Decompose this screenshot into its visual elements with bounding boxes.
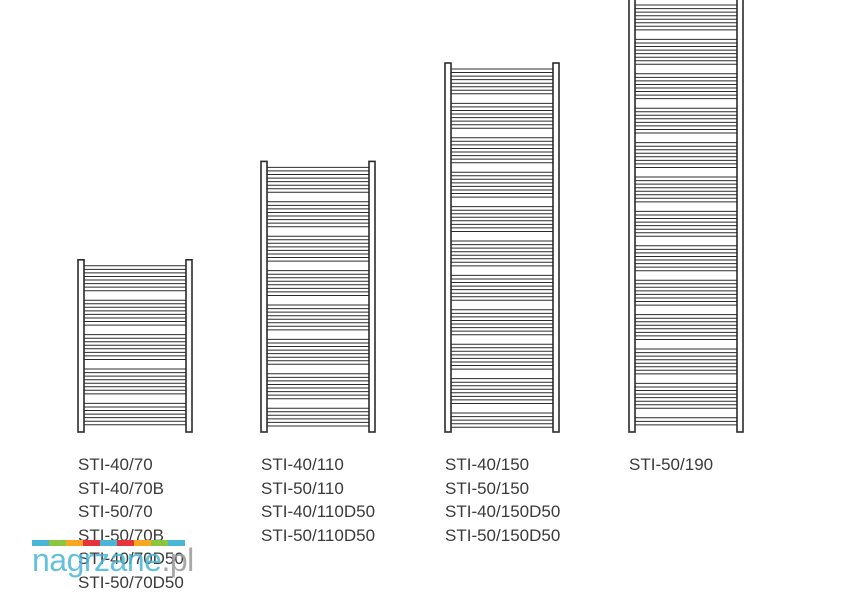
left-post xyxy=(628,0,636,433)
radiator-sti-150 xyxy=(444,62,560,433)
model-label: STI-50/110D50 xyxy=(261,525,376,545)
logo-stripe xyxy=(134,540,151,546)
model-label: STI-50/70 xyxy=(78,502,153,521)
model-label: STI-50/190 xyxy=(629,455,714,474)
left-post xyxy=(260,160,268,433)
right-post xyxy=(368,160,376,433)
logo-text: nagrzane.pl xyxy=(32,542,194,579)
model-list-sti-190: STI-50/190 xyxy=(629,453,713,477)
model-label: STI-40/110 xyxy=(261,455,344,474)
logo-text-part1: nagrzane xyxy=(32,542,162,578)
model-label: STI-40/150 xyxy=(445,455,530,474)
logo-stripe xyxy=(100,540,117,546)
logo-stripe xyxy=(168,540,185,546)
left-post xyxy=(77,258,85,433)
right-post xyxy=(552,62,560,433)
model-label: STI-40/70 xyxy=(78,455,153,474)
model-label: STI-40/70D50 xyxy=(78,549,184,568)
model-label: STI-40/110D50 xyxy=(261,502,376,521)
logo-stripe xyxy=(49,540,66,546)
logo-stripe xyxy=(117,540,134,546)
radiator-sti-110 xyxy=(260,160,376,433)
model-label: STI-50/70B xyxy=(78,525,164,545)
right-post xyxy=(736,0,744,433)
model-label: STI-40/150D50 xyxy=(445,502,561,521)
model-list-sti-70: STI-40/70 STI-40/70B STI-50/70 STI-50/70… xyxy=(78,453,184,594)
logo-stripe xyxy=(32,540,49,546)
model-list-sti-110: STI-40/110 STI-50/110 STI-40/110D50 STI-… xyxy=(261,453,375,547)
left-post xyxy=(444,62,452,433)
logo-stripe xyxy=(151,540,168,546)
model-label: STI-50/150 xyxy=(445,478,530,498)
model-label: STI-50/70D50 xyxy=(78,572,184,592)
model-list-sti-150: STI-40/150 STI-50/150 STI-40/150D50 STI-… xyxy=(445,453,560,547)
logo-stripe xyxy=(66,540,83,546)
right-post xyxy=(185,258,193,433)
model-label: STI-40/70B xyxy=(78,478,164,498)
logo-text-part2: .pl xyxy=(161,542,194,578)
watermark-logo: nagrzane.pl xyxy=(32,540,222,584)
logo-stripe xyxy=(83,540,100,546)
radiator-sti-70 xyxy=(77,258,193,433)
model-label: STI-50/150D50 xyxy=(445,525,561,545)
radiator-sti-190 xyxy=(628,0,744,433)
model-label: STI-50/110 xyxy=(261,478,344,498)
logo-stripes xyxy=(32,540,185,546)
